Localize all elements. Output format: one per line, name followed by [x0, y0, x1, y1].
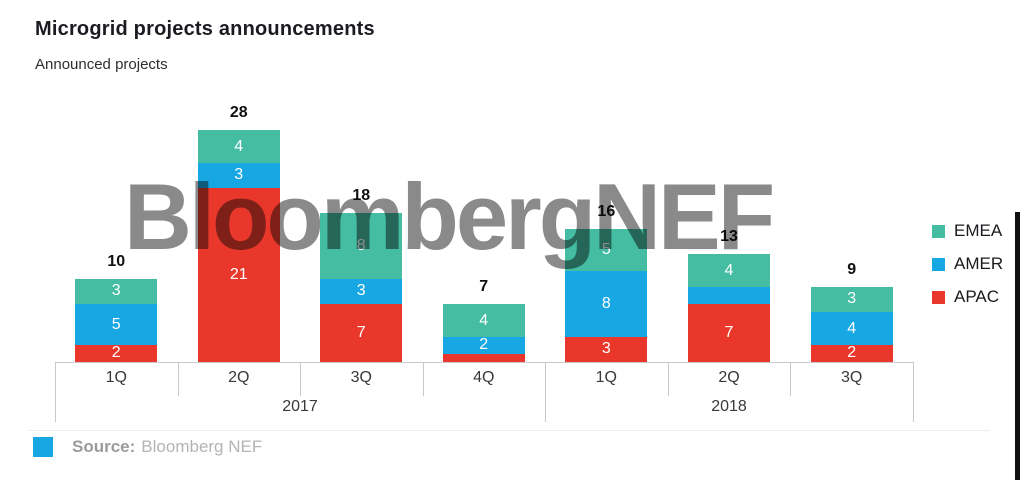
chart-subtitle: Announced projects	[35, 56, 168, 73]
segment-value-label: 2	[847, 344, 857, 362]
x-axis-group-tick	[913, 362, 914, 422]
legend-item-emea: EMEA	[932, 221, 1003, 241]
segment-value-label: 3	[234, 165, 244, 183]
bar-total-label: 18	[352, 186, 371, 204]
bar-segment-amer: 4	[810, 312, 893, 346]
bar-segment-emea: 4	[442, 303, 525, 338]
bar-segment-apac	[442, 353, 525, 362]
bar-segment-amer	[688, 287, 770, 304]
bar-segment-apac: 21	[197, 187, 280, 362]
page-title: Microgrid projects announcements	[35, 18, 375, 40]
x-axis-group-tick	[55, 362, 56, 422]
x-axis-quarter-label: 3Q	[840, 369, 863, 386]
source-row: Source: Bloomberg NEF	[33, 437, 262, 457]
segment-value-label: 3	[111, 282, 121, 299]
segment-value-label: 4	[724, 262, 734, 280]
bar-segment-amer: 8	[565, 270, 648, 338]
x-axis-quarter-label: 1Q	[105, 369, 127, 386]
legend-item-amer: AMER	[932, 254, 1003, 274]
bar-segment-amer: 2	[442, 336, 525, 354]
segment-value-label: 7	[356, 323, 366, 341]
legend-item-apac: APAC	[932, 287, 1003, 307]
legend-swatch-emea	[932, 224, 945, 238]
x-axis-tick	[790, 362, 792, 396]
bar-segment-apac: 2	[75, 344, 158, 362]
legend-label: AMER	[954, 254, 1004, 273]
bar-segment-emea: 8	[320, 212, 403, 279]
x-axis-tick	[422, 362, 424, 396]
bar-segment-amer: 3	[197, 162, 280, 188]
bar-total-label: 7	[479, 277, 489, 295]
bar-segment-amer: 5	[75, 303, 158, 346]
segment-value-label: 5	[111, 315, 121, 333]
legend-label: APAC	[954, 287, 1000, 306]
segment-value-label: 21	[229, 265, 248, 283]
segment-value-label: 8	[356, 236, 366, 254]
x-axis-group-tick	[545, 362, 546, 422]
segment-value-label: 3	[356, 282, 366, 299]
bar-segment-emea: 4	[688, 254, 770, 288]
bar-segment-emea: 3	[810, 287, 893, 313]
bar-total-label: 9	[847, 261, 857, 279]
x-axis-year-label: 2017	[282, 398, 318, 415]
x-axis-baseline	[55, 362, 913, 363]
x-axis-tick	[300, 362, 301, 396]
source-logo-icon	[33, 437, 53, 457]
x-axis-quarter-label: 4Q	[473, 369, 495, 386]
x-axis-tick	[667, 362, 669, 396]
bar-total-label: 10	[107, 253, 126, 270]
legend-swatch-apac	[932, 290, 945, 304]
source-value: Bloomberg NEF	[141, 437, 263, 456]
x-axis-quarter-label: 2Q	[228, 369, 250, 386]
x-axis-quarter-label: 3Q	[350, 369, 372, 386]
x-axis-quarter-label: 1Q	[595, 369, 617, 386]
bar-total-label: 16	[597, 203, 616, 221]
source-label: Source:	[72, 437, 136, 456]
segment-value-label: 2	[479, 336, 489, 354]
segment-value-label: 7	[724, 323, 734, 341]
x-axis-year-label: 2018	[711, 398, 747, 415]
bar-segment-emea: 3	[75, 279, 158, 304]
bar-segment-apac: 3	[565, 337, 648, 362]
segment-value-label: 4	[479, 311, 489, 329]
bar-segment-emea: 5	[565, 229, 648, 271]
x-axis-tick	[177, 362, 179, 396]
segment-value-label: 4	[234, 137, 244, 155]
segment-value-label: 5	[601, 241, 611, 259]
x-axis-quarter-label: 2Q	[718, 369, 740, 386]
segment-value-label: 3	[601, 340, 611, 358]
segment-value-label: 3	[847, 290, 857, 308]
bar-segment-emea: 4	[197, 129, 280, 163]
legend-swatch-amer	[932, 257, 945, 271]
bar-total-label: 28	[229, 103, 248, 121]
bar-segment-apac: 7	[688, 303, 770, 362]
segment-value-label: 2	[111, 344, 121, 362]
screenshot-right-edge	[1015, 212, 1020, 480]
bar-total-label: 13	[720, 228, 738, 246]
segment-value-label: 4	[847, 320, 857, 338]
legend-label: EMEA	[954, 221, 1003, 240]
footer-divider	[28, 430, 990, 431]
segment-value-label: 8	[601, 294, 611, 312]
bar-segment-apac: 7	[320, 303, 403, 362]
bar-segment-apac: 2	[810, 344, 893, 362]
bar-segment-amer: 3	[320, 279, 403, 304]
legend: EMEA AMER APAC	[932, 221, 1003, 307]
